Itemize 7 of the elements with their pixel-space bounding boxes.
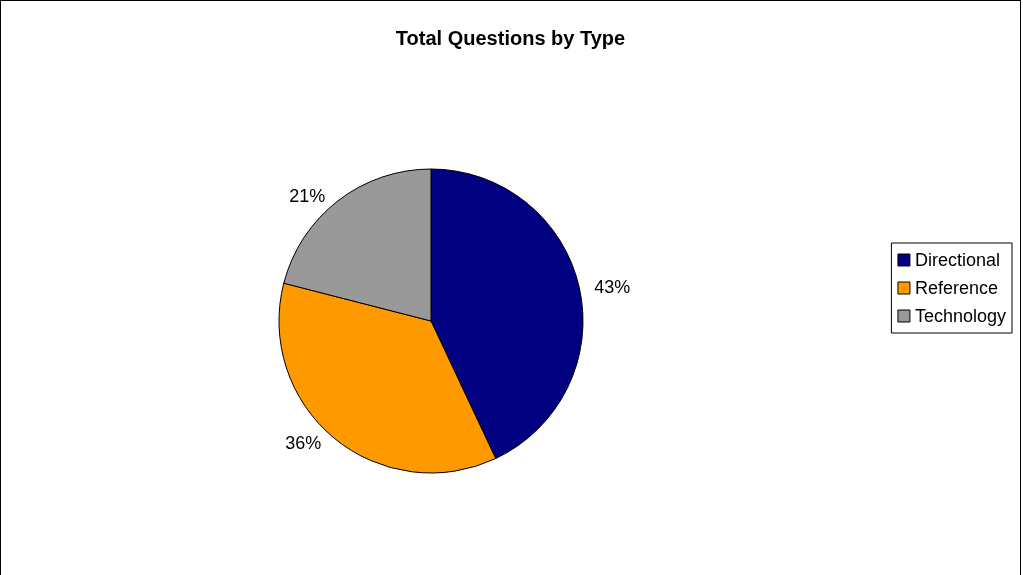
legend-label: Directional	[914, 250, 1000, 270]
chart-title: Total Questions by Type	[395, 27, 626, 49]
data-label: 43%	[594, 276, 631, 297]
data-label: 21%	[289, 186, 326, 207]
legend-label: Technology	[914, 306, 1007, 326]
legend-label: Reference	[914, 278, 998, 298]
data-label: 36%	[285, 432, 322, 453]
